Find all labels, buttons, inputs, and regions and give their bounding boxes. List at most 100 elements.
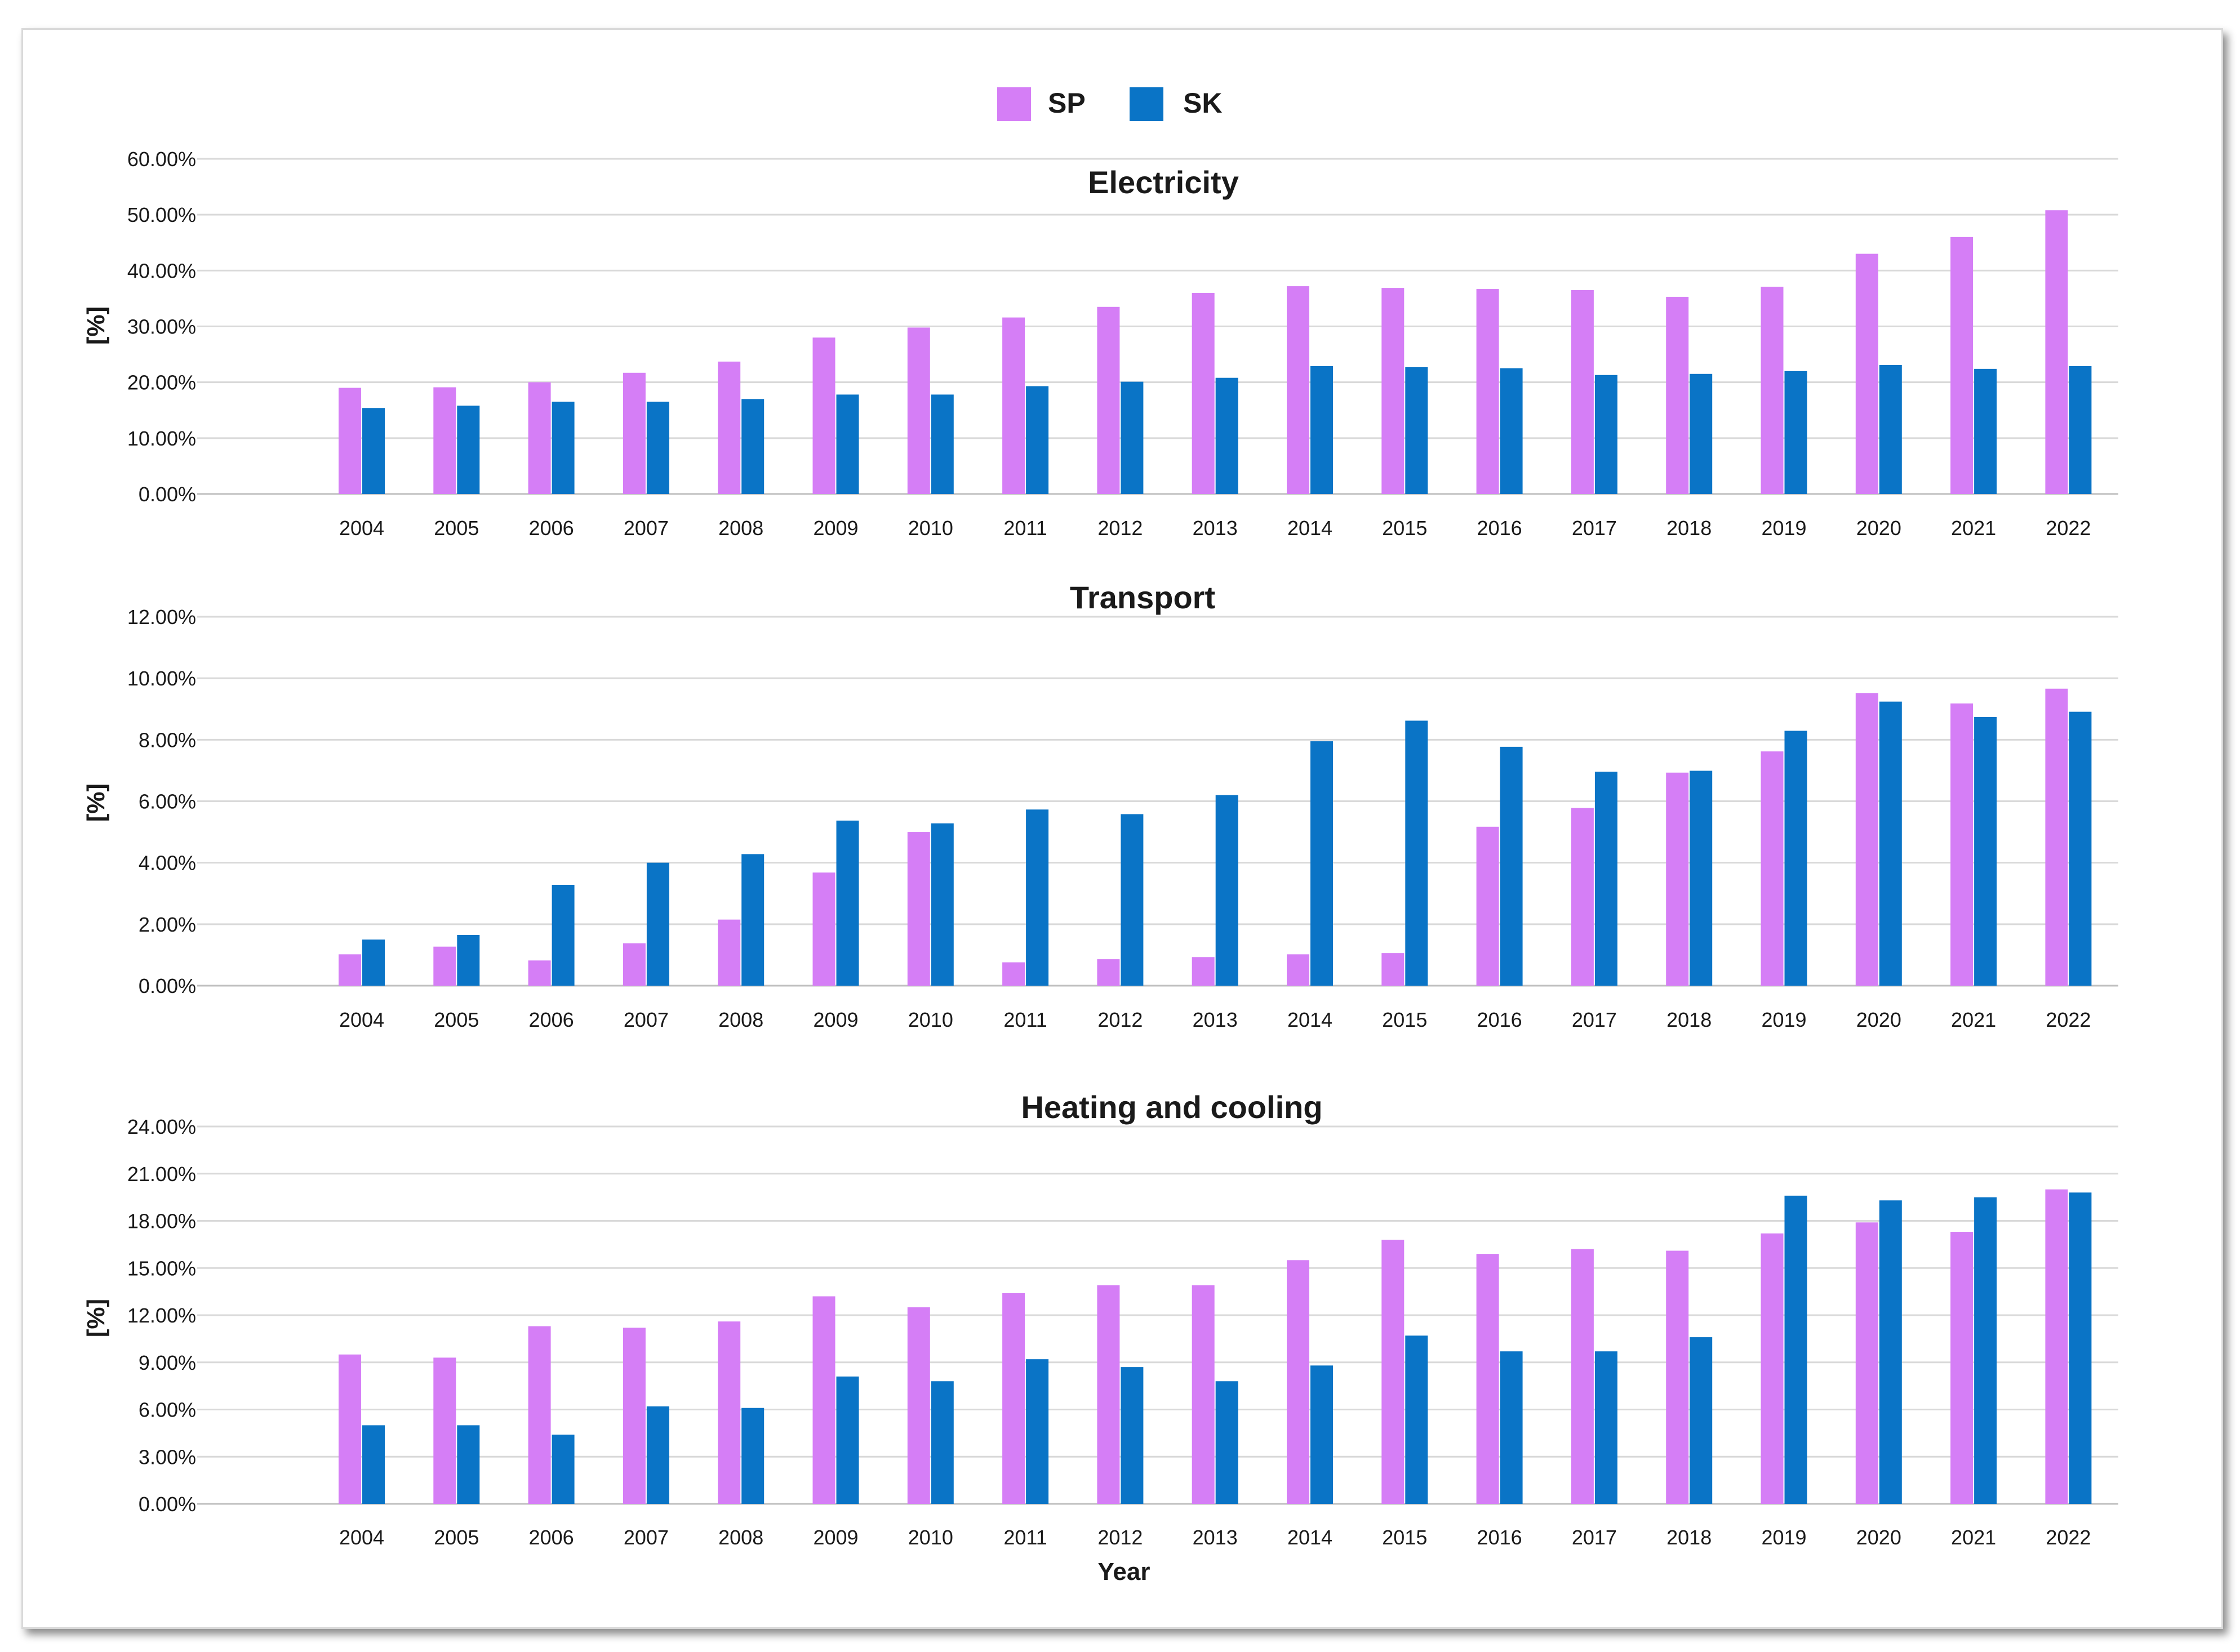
bar-sp-2012 — [1097, 1285, 1120, 1504]
bar-sk-2020 — [1879, 1200, 1902, 1504]
x-tick-label: 2012 — [1097, 516, 1143, 540]
x-tick-label: 2021 — [1951, 1526, 1996, 1549]
y-tick-label: 20.00% — [127, 371, 196, 394]
bar-sp-2016 — [1476, 1254, 1499, 1504]
bar-sp-2006 — [528, 382, 551, 494]
bar-sp-2015 — [1381, 953, 1405, 986]
bar-sk-2019 — [1784, 371, 1807, 494]
y-axis-label: [%] — [82, 783, 110, 822]
legend-swatch-sk — [1130, 87, 1163, 121]
bar-sk-2021 — [1974, 716, 1997, 986]
x-tick-label: 2007 — [624, 1526, 669, 1549]
bar-sk-2004 — [362, 939, 385, 986]
bar-sk-2007 — [646, 402, 669, 494]
y-tick-label: 4.00% — [139, 852, 196, 875]
x-tick-label: 2006 — [529, 1526, 574, 1549]
legend: SP SK — [997, 87, 1222, 121]
bar-sp-2022 — [2045, 688, 2068, 986]
bar-sk-2007 — [646, 862, 669, 986]
legend-swatch-sp — [997, 87, 1031, 121]
x-tick-label: 2019 — [1761, 516, 1806, 540]
chart-title: Electricity — [1088, 164, 1239, 200]
x-tick-label: 2010 — [908, 1008, 953, 1031]
bar-sk-2015 — [1405, 1335, 1428, 1504]
bar-sp-2009 — [812, 337, 835, 494]
bar-sk-2020 — [1879, 364, 1902, 494]
x-tick-label: 2022 — [2046, 516, 2091, 540]
bar-sk-2006 — [552, 1435, 575, 1504]
x-tick-label: 2019 — [1761, 1008, 1806, 1031]
y-tick-label: 0.00% — [139, 483, 196, 506]
x-tick-label: 2019 — [1761, 1526, 1806, 1549]
bar-sp-2011 — [1002, 962, 1025, 986]
y-tick-label: 0.00% — [139, 974, 196, 998]
bar-sp-2020 — [1855, 253, 1878, 494]
y-tick-label: 12.00% — [127, 1304, 196, 1327]
bar-sk-2008 — [741, 854, 765, 986]
x-tick-label: 2018 — [1666, 516, 1712, 540]
bar-sp-2008 — [718, 361, 741, 494]
bar-sp-2004 — [339, 1354, 361, 1504]
bar-sp-2007 — [623, 943, 646, 986]
x-tick-label: 2009 — [813, 1008, 858, 1031]
bar-sk-2010 — [931, 394, 954, 494]
bar-sp-2019 — [1761, 1233, 1784, 1504]
bar-sk-2017 — [1594, 1351, 1617, 1504]
y-tick-label: 12.00% — [127, 605, 196, 629]
bar-sk-2017 — [1594, 772, 1617, 986]
x-tick-label: 2013 — [1193, 1526, 1238, 1549]
y-tick-label: 24.00% — [127, 1115, 196, 1138]
bar-sp-2007 — [623, 372, 646, 494]
bar-sk-2005 — [457, 406, 480, 494]
x-tick-label: 2007 — [624, 1008, 669, 1031]
bar-sp-2018 — [1666, 1250, 1689, 1504]
x-tick-label: 2018 — [1666, 1526, 1712, 1549]
bar-sp-2010 — [907, 1307, 930, 1504]
bar-sp-2005 — [433, 1357, 456, 1504]
x-tick-label: 2020 — [1856, 1526, 1901, 1549]
x-tick-label: 2021 — [1951, 516, 1996, 540]
x-tick-label: 2009 — [813, 1526, 858, 1549]
bar-sk-2014 — [1310, 366, 1333, 494]
y-tick-label: 6.00% — [139, 1399, 196, 1422]
x-tick-label: 2008 — [718, 1008, 763, 1031]
bar-sp-2008 — [718, 1321, 741, 1504]
x-tick-label: 2022 — [2046, 1008, 2091, 1031]
bar-sp-2014 — [1287, 954, 1309, 986]
x-tick-label: 2015 — [1382, 1526, 1427, 1549]
bar-sk-2009 — [836, 1376, 859, 1504]
x-tick-label: 2012 — [1097, 1526, 1143, 1549]
bar-sk-2011 — [1026, 809, 1049, 986]
bar-sk-2013 — [1215, 1381, 1238, 1504]
legend-label-sk: SK — [1183, 87, 1222, 119]
x-tick-label: 2020 — [1856, 516, 1901, 540]
bar-sk-2018 — [1690, 373, 1713, 494]
bar-sp-2022 — [2045, 1189, 2068, 1504]
bar-sp-2009 — [812, 1296, 835, 1504]
bar-sp-2009 — [812, 872, 835, 986]
x-tick-label: 2014 — [1287, 1526, 1332, 1549]
bar-sk-2016 — [1500, 1351, 1523, 1504]
y-tick-label: 60.00% — [127, 148, 196, 171]
bar-sk-2022 — [2069, 366, 2092, 494]
x-tick-label: 2015 — [1382, 1008, 1427, 1031]
x-tick-label: 2011 — [1003, 1526, 1047, 1549]
x-tick-label: 2013 — [1193, 1008, 1238, 1031]
x-tick-label: 2005 — [434, 1526, 479, 1549]
x-tick-label: 2011 — [1003, 516, 1047, 540]
y-tick-label: 21.00% — [127, 1163, 196, 1186]
y-tick-label: 6.00% — [139, 790, 196, 813]
y-tick-label: 0.00% — [139, 1493, 196, 1516]
x-tick-label: 2020 — [1856, 1008, 1901, 1031]
x-tick-label: 2022 — [2046, 1526, 2091, 1549]
bar-sk-2005 — [457, 1425, 480, 1504]
bar-sk-2012 — [1121, 1367, 1144, 1504]
bar-sk-2022 — [2069, 711, 2092, 986]
x-tick-label: 2004 — [339, 1526, 384, 1549]
y-tick-label: 15.00% — [127, 1257, 196, 1280]
bar-sk-2011 — [1026, 1359, 1049, 1504]
y-axis-label: [%] — [82, 1299, 110, 1337]
bar-sk-2013 — [1215, 795, 1238, 986]
y-tick-label: 3.00% — [139, 1445, 196, 1468]
bar-sk-2016 — [1500, 368, 1523, 494]
